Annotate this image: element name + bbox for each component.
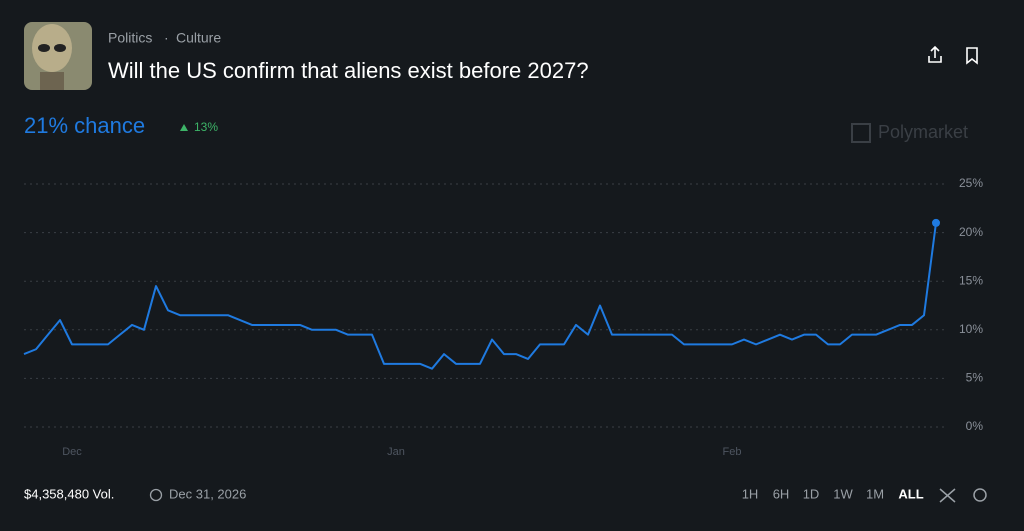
brand-logo: [851, 123, 871, 143]
y-tick-label: 10%: [959, 322, 983, 336]
range-button[interactable]: 1M: [866, 486, 884, 501]
shuffle-button[interactable]: [939, 488, 956, 503]
line: [23, 222, 937, 370]
x-tick-label: Feb: [723, 446, 742, 458]
x-tick-label: Jan: [387, 446, 405, 458]
change: 13%: [194, 120, 218, 134]
range-button[interactable]: 1W: [833, 486, 853, 501]
y-tick-label: 25%: [959, 176, 983, 190]
market-title: Will the US confirm that aliens exist be…: [108, 58, 589, 83]
range-button[interactable]: 1H: [742, 486, 759, 501]
share-button[interactable]: [928, 45, 942, 63]
chance: 21% chance: [24, 113, 145, 138]
end-point: [932, 218, 940, 227]
x-tick-label: Dec: [62, 446, 82, 458]
market-icon: [24, 22, 92, 90]
range-button[interactable]: 6H: [773, 486, 790, 501]
volume: $4,358,480 Vol.: [24, 486, 114, 501]
y-tick-label: 20%: [959, 225, 983, 239]
end-date: Dec 31, 2026: [169, 486, 246, 501]
range-button[interactable]: ALL: [898, 486, 923, 501]
separator: ·: [164, 30, 169, 46]
y-tick-label: 0%: [966, 419, 984, 433]
y-tick-label: 5%: [966, 371, 984, 385]
range-button[interactable]: 1D: [803, 486, 820, 501]
brand: Polymarket: [878, 122, 968, 142]
tag[interactable]: Politics: [108, 30, 152, 46]
up-arrow: [180, 124, 188, 131]
tag[interactable]: Culture: [176, 30, 221, 46]
clock-icon: [149, 488, 163, 502]
y-tick-label: 15%: [959, 273, 983, 287]
bookmark-button[interactable]: [966, 47, 978, 65]
settings-button[interactable]: [973, 488, 987, 502]
